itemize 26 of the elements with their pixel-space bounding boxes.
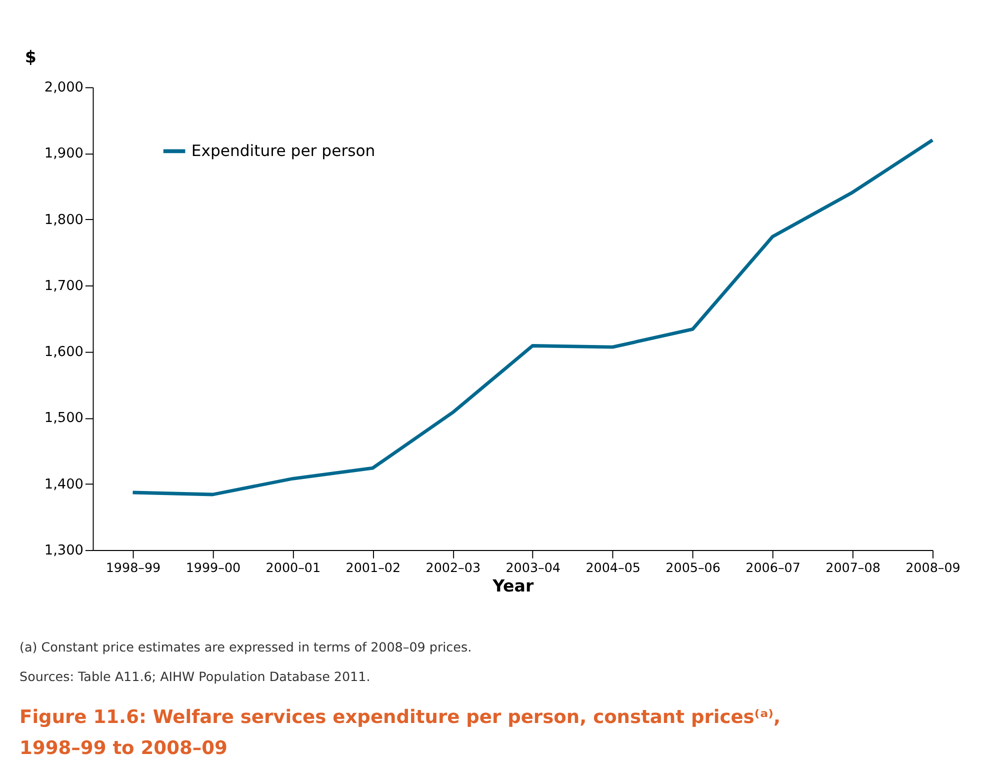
y-tick-label: 1,800: [44, 212, 84, 228]
x-tick-label: 2006–07: [746, 560, 800, 576]
y-axis-title: $: [24, 47, 36, 66]
y-tick-label: 1,600: [44, 344, 84, 360]
source-note: Sources: Table A11.6; AIHW Population Database 2011.: [20, 668, 370, 684]
legend-label: Expenditure per person: [191, 142, 376, 160]
x-tick-label: 2008–09: [906, 560, 960, 576]
x-tick-label: 2003–04: [506, 560, 561, 576]
x-tick-label: 2001–02: [346, 560, 401, 576]
text: (a) Constant price estimates are expressed in terms of 2008–09 prices.: [20, 640, 472, 655]
y-tick-label: 1,500: [44, 410, 84, 426]
line-series: [131, 138, 934, 496]
x-tick-label: 2002–03: [426, 560, 481, 576]
x-tick-label: 1998–99: [106, 560, 161, 576]
x-axis-title: Year: [492, 576, 534, 596]
text: Figure 11.6: Welfare services expenditure per person, constant prices⁽ᵃ⁾, 1998–99 to 2008–09: [20, 706, 781, 760]
x-tick-label: 2000–01: [266, 560, 321, 576]
x-tick-label: 2005–06: [666, 560, 720, 576]
y-tick-label: 1,300: [44, 542, 84, 558]
x-tick-label: 2004–05: [586, 560, 640, 576]
y-tick-label: 1,900: [44, 146, 84, 162]
y-tick-label: 1,400: [44, 476, 84, 492]
x-tick-label: 2007–08: [826, 560, 880, 576]
y-tick-label: 1,700: [44, 278, 84, 294]
x-tick-label: 1999–00: [186, 560, 241, 576]
y-tick-label: 2,000: [44, 80, 84, 96]
